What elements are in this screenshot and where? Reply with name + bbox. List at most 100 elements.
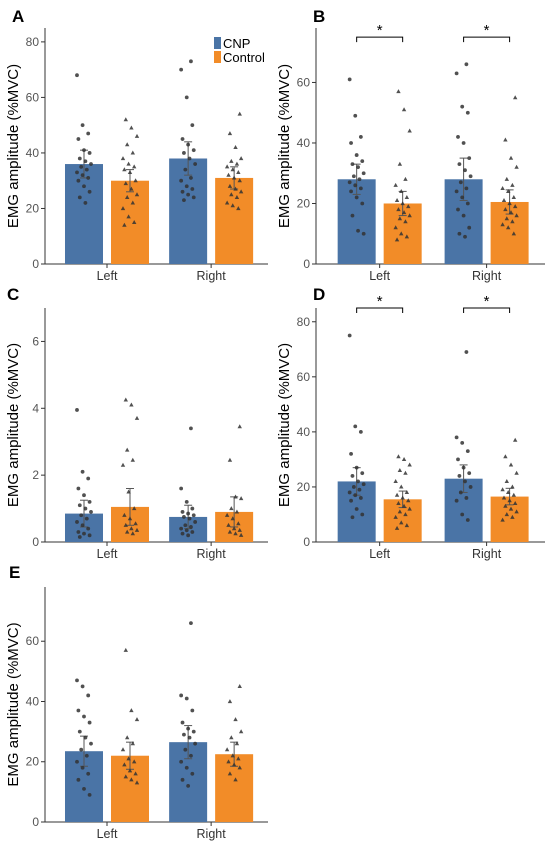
data-point-cnp <box>87 533 92 538</box>
data-point-cnp <box>353 183 358 188</box>
data-point-control <box>500 517 505 522</box>
bar-control-left <box>110 180 149 264</box>
data-point-cnp <box>82 184 86 189</box>
data-point-cnp <box>454 189 459 194</box>
panel-letter: D <box>313 285 325 304</box>
data-point-control <box>399 188 404 193</box>
data-point-cnp <box>189 621 193 626</box>
data-point-cnp <box>180 720 185 725</box>
data-point-control <box>236 169 241 174</box>
data-point-control <box>407 462 412 467</box>
data-point-control <box>229 192 234 197</box>
data-point-control <box>133 771 138 776</box>
data-point-cnp <box>80 469 85 474</box>
data-point-cnp <box>189 426 193 431</box>
data-point-cnp <box>353 424 358 429</box>
data-point-control <box>404 234 410 239</box>
data-point-control <box>511 492 517 497</box>
data-point-control <box>227 457 233 462</box>
y-tick-label: 60 <box>297 370 311 384</box>
data-point-control <box>507 201 512 206</box>
data-point-cnp <box>76 178 81 183</box>
y-tick-label: 0 <box>32 257 39 271</box>
data-point-control <box>393 225 398 230</box>
data-point-cnp <box>464 350 469 354</box>
data-point-control <box>238 532 244 537</box>
y-tick-label: 80 <box>297 315 311 329</box>
data-point-control <box>401 107 407 112</box>
data-point-cnp <box>347 490 352 495</box>
x-tick-label-right: Right <box>197 547 227 561</box>
data-point-control <box>513 501 518 506</box>
data-point-control <box>134 192 140 197</box>
data-point-control <box>504 512 510 517</box>
data-point-cnp <box>454 71 459 76</box>
data-point-control <box>237 111 242 116</box>
data-point-cnp <box>75 678 79 683</box>
data-point-cnp <box>357 487 362 492</box>
data-point-control <box>393 514 398 519</box>
data-point-cnp <box>77 195 82 200</box>
data-point-cnp <box>82 531 86 536</box>
data-point-control <box>123 647 128 652</box>
data-point-control <box>397 161 403 166</box>
data-point-cnp <box>89 162 93 166</box>
data-point-control <box>503 137 508 142</box>
data-point-cnp <box>75 408 79 412</box>
data-point-control <box>230 753 235 758</box>
data-point-control <box>501 495 507 500</box>
data-point-control <box>401 210 407 215</box>
data-point-control <box>130 200 135 205</box>
panel-E: E 0 20 40 60 EMG amplitude (%MVC) Left Right <box>5 563 268 841</box>
data-point-cnp <box>458 490 463 495</box>
data-point-cnp <box>361 231 366 236</box>
data-point-cnp <box>86 526 91 531</box>
significance-bracket <box>356 307 404 313</box>
data-point-control <box>129 125 134 130</box>
data-point-cnp <box>75 73 79 78</box>
data-point-cnp <box>360 159 365 164</box>
data-point-cnp <box>191 195 196 200</box>
data-point-cnp <box>189 176 193 180</box>
panel-B: B 0 20 40 60 EMG amplitude (%MVC) Left Right * * <box>276 7 545 283</box>
data-point-cnp <box>356 165 360 170</box>
data-point-cnp <box>361 171 366 176</box>
data-point-control <box>129 777 134 782</box>
data-point-control <box>399 484 404 489</box>
data-point-control <box>233 717 238 722</box>
panel-A: A 0 20 40 60 80 EMG amplitude (%MVC) Left Right <box>5 7 268 283</box>
data-point-control <box>514 470 519 475</box>
data-point-cnp <box>457 474 462 478</box>
data-point-control <box>133 178 138 183</box>
y-tick-label: 20 <box>26 755 40 769</box>
data-point-control <box>403 512 408 517</box>
data-point-control <box>123 117 128 122</box>
data-point-control <box>237 178 242 183</box>
data-point-control <box>407 506 412 511</box>
data-point-control <box>122 512 127 517</box>
data-point-cnp <box>358 496 363 500</box>
data-point-cnp <box>80 123 85 128</box>
data-point-control <box>237 684 242 689</box>
y-tick-label: 60 <box>26 90 40 104</box>
data-point-control <box>396 501 401 506</box>
data-point-control <box>400 201 405 206</box>
x-tick-label-right: Right <box>472 269 502 283</box>
data-point-control <box>124 735 130 740</box>
data-point-cnp <box>193 162 198 166</box>
data-point-control <box>233 531 238 536</box>
data-point-cnp <box>80 523 85 528</box>
data-point-cnp <box>84 516 89 521</box>
data-point-cnp <box>179 693 184 698</box>
data-point-control <box>508 155 514 160</box>
data-point-cnp <box>182 515 186 519</box>
data-point-cnp <box>87 499 92 504</box>
data-point-cnp <box>184 696 189 701</box>
data-point-cnp <box>76 777 81 782</box>
data-point-control <box>396 207 401 212</box>
data-point-control <box>134 780 140 785</box>
data-point-cnp <box>190 187 195 191</box>
data-point-control <box>224 512 230 517</box>
data-point-cnp <box>186 142 191 147</box>
